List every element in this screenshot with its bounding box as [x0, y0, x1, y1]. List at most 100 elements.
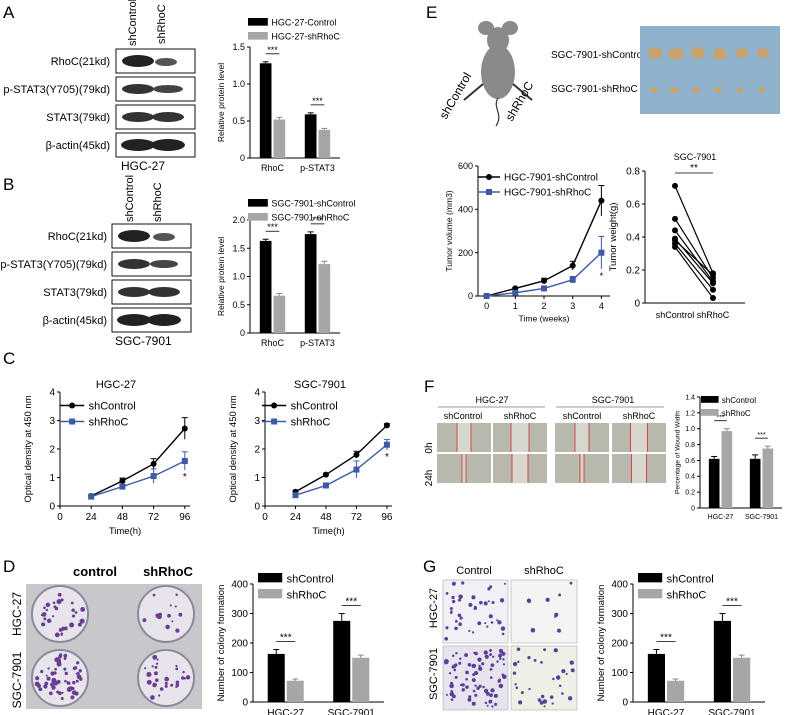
legend-swatch [638, 589, 663, 599]
colony [51, 677, 57, 683]
significance-mark: * [183, 472, 187, 483]
cell [478, 664, 481, 668]
cell [491, 600, 495, 604]
significance-mark: *** [345, 597, 357, 608]
colony [181, 676, 185, 680]
chart-d-colony-number: 0 100 200 300 400 Number of colony formation *… [216, 573, 384, 715]
wound-gap [580, 454, 584, 483]
cell [489, 667, 493, 671]
cell [567, 696, 573, 701]
panel-letter-b: B [3, 175, 14, 194]
bar [267, 653, 285, 702]
series-line [90, 460, 186, 498]
legend-label: shControl [287, 573, 334, 585]
cell [489, 653, 493, 656]
colony [182, 670, 185, 674]
cell [488, 699, 493, 704]
data-point [119, 477, 126, 484]
legend-swatch [258, 573, 283, 583]
colony [175, 667, 179, 671]
y-tick-label: 200 [458, 248, 473, 258]
colony [43, 617, 47, 621]
data-point [672, 227, 678, 234]
tumor-photo [640, 26, 780, 114]
blot-label-pstat3: p-STAT3(Y705)(79kd) [3, 84, 110, 96]
legend-label: shRhoC [291, 416, 331, 428]
colony [175, 593, 178, 596]
colony [155, 662, 159, 665]
colony [71, 608, 75, 612]
cell [455, 651, 458, 655]
colony [52, 615, 55, 618]
data-point [569, 276, 576, 283]
colony [56, 680, 60, 683]
colony [54, 632, 60, 638]
colony [80, 607, 86, 612]
legend-swatch [248, 199, 268, 207]
cell [542, 699, 548, 704]
colony [60, 633, 63, 636]
bar [733, 657, 751, 702]
blot-band [147, 314, 181, 326]
colony [68, 682, 71, 685]
cell [448, 672, 452, 675]
legend-label: shRhoC [287, 589, 327, 601]
x-tick-label: HGC-27 [267, 708, 304, 715]
blot-label-rhoc: RhoC(21kd) [51, 56, 110, 68]
cell [500, 626, 506, 631]
colony [44, 681, 49, 686]
cell [459, 657, 462, 660]
bar [286, 680, 304, 702]
legend-swatch [701, 409, 719, 416]
bar [273, 295, 286, 333]
significance-mark: * [600, 271, 604, 281]
cell [465, 677, 468, 681]
cell [482, 685, 485, 689]
data-point [512, 289, 519, 296]
blot-band [117, 314, 151, 326]
data-point [569, 262, 576, 269]
cell [558, 593, 562, 597]
group-label: SGC-7901 [592, 395, 635, 405]
cell [467, 697, 472, 702]
cell [494, 702, 498, 706]
colony [52, 601, 56, 605]
colony [60, 697, 64, 701]
y-tick-label: 0 [240, 328, 245, 338]
cell [450, 610, 453, 613]
legend-label: SGC-7901-shRhoC [271, 213, 350, 223]
x-tick-label: 72 [148, 512, 160, 523]
colony [45, 602, 51, 608]
blot-band [122, 112, 154, 122]
cell [477, 657, 482, 662]
cell [489, 693, 493, 698]
cell [452, 599, 456, 604]
blot-band [153, 85, 183, 93]
cell [449, 607, 453, 610]
blot-label-actin: β-actin(45kd) [43, 315, 107, 327]
cell [497, 620, 502, 625]
cell [561, 692, 564, 695]
wound-gap [462, 454, 466, 483]
colony [78, 669, 82, 673]
cell [499, 598, 505, 603]
cell [484, 654, 489, 659]
y-tick-label: 0.6 [685, 458, 695, 465]
x-tick-label: shRhoC [697, 310, 730, 320]
cell [501, 651, 506, 656]
y-tick-label: 0.4 [685, 474, 695, 481]
legend-swatch [258, 589, 283, 599]
bar [318, 264, 331, 333]
colony [164, 681, 168, 685]
x-tick-label: shControl [656, 310, 695, 320]
cell [526, 598, 532, 603]
colony [45, 608, 49, 612]
x-axis-label: Time(h) [109, 526, 141, 537]
data-point [710, 280, 716, 287]
colony [157, 694, 161, 697]
cell [481, 662, 485, 666]
y-tick-label: 0 [691, 505, 695, 512]
x-tick-label: SGC-7901 [745, 514, 778, 521]
colony [183, 677, 187, 680]
blot-band [155, 58, 177, 66]
